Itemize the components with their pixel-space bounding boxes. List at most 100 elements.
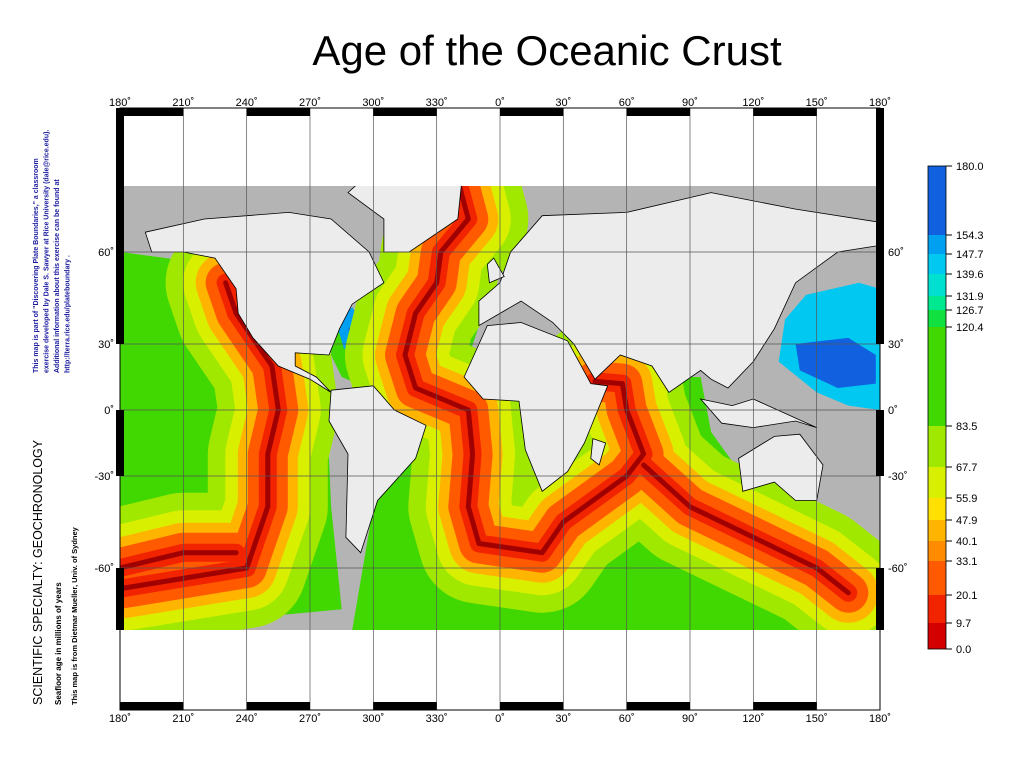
source: This map is from Dietmar Mueller, Univ. … — [70, 526, 79, 705]
landmass — [347, 186, 462, 253]
credit-line: http://terra.rice.edu/plateboundary . — [65, 255, 72, 373]
credit-line: exercise developed by Dale S. Sawyer at … — [44, 130, 51, 373]
frame-bar — [500, 702, 564, 710]
colorbar-segment — [928, 296, 946, 310]
latitude-label: 30˚ — [98, 339, 114, 351]
colorbar-segment — [928, 327, 946, 426]
frame-bar — [753, 108, 817, 116]
frame-bar — [116, 410, 124, 476]
latitude-label: -60˚ — [94, 563, 114, 575]
colorbar-segment — [928, 166, 946, 235]
title: Age of the Oceanic Crust — [312, 27, 782, 74]
longitude-label: 60˚ — [619, 97, 635, 109]
colorbar-label: 180.0 — [956, 161, 984, 173]
colorbar-label: 120.4 — [956, 322, 984, 334]
specialty: SCIENTIFIC SPECIALTY: GEOCHRONOLOGY — [31, 439, 45, 705]
colorbar-label: 83.5 — [956, 421, 977, 433]
colorbar-segment — [928, 274, 946, 296]
longitude-label: 330˚ — [426, 713, 448, 725]
frame-bar — [116, 568, 124, 630]
credit-line: Additional information about this exerci… — [54, 179, 61, 373]
longitude-label: 150˚ — [806, 97, 828, 109]
frame-bar — [876, 410, 884, 476]
longitude-label: 30˚ — [555, 713, 571, 725]
colorbar-segment — [928, 561, 946, 595]
longitude-label: 150˚ — [806, 713, 828, 725]
colorbar-label: 154.3 — [956, 230, 984, 242]
longitude-label: 0˚ — [495, 97, 505, 109]
colorbar-segment — [928, 541, 946, 561]
longitude-label: 120˚ — [742, 97, 764, 109]
colorbar-label: 131.9 — [956, 291, 984, 303]
landmass — [144, 211, 385, 393]
latitude-label: 60˚ — [888, 247, 904, 259]
longitude-label: 120˚ — [742, 713, 764, 725]
colorbar-label: 147.7 — [956, 249, 984, 261]
age-region — [795, 337, 876, 388]
frame-bar — [626, 702, 690, 710]
colorbar-label: 9.7 — [956, 618, 971, 630]
colorbar-label: 40.1 — [956, 536, 977, 548]
frame-bar — [876, 568, 884, 630]
longitude-label: 0˚ — [495, 713, 505, 725]
colorbar-segment — [928, 467, 946, 498]
latitude-label: 0˚ — [104, 405, 114, 417]
colorbar-segment — [928, 426, 946, 467]
ridge-band — [120, 280, 281, 592]
frame-bar — [876, 108, 884, 252]
colorbar-label: 126.7 — [956, 305, 984, 317]
latitude-label: 0˚ — [888, 405, 898, 417]
longitude-label: 90˚ — [682, 713, 698, 725]
longitude-label: 330˚ — [426, 97, 448, 109]
longitude-label: 210˚ — [172, 713, 194, 725]
landmass — [478, 192, 880, 393]
latitude-label: -60˚ — [888, 563, 908, 575]
colorbar-segment — [928, 235, 946, 254]
colorbar-label: 139.6 — [956, 269, 984, 281]
side-text: SCIENTIFIC SPECIALTY: GEOCHRONOLOGY Seafl… — [31, 130, 79, 705]
colorbar-label: 47.9 — [956, 515, 977, 527]
latitude-label: -30˚ — [94, 471, 114, 483]
colorbar-label: 20.1 — [956, 590, 977, 602]
colorbar-segment — [928, 498, 946, 520]
frame-bar — [116, 252, 124, 344]
frame-bar — [120, 702, 184, 710]
colorbar-segment — [928, 310, 946, 327]
frame-bar — [626, 108, 690, 116]
ridge-band — [402, 186, 647, 556]
latitude-label: 60˚ — [98, 247, 114, 259]
colorbar-segment — [928, 623, 946, 649]
landmass — [328, 385, 427, 554]
longitude-label: 270˚ — [299, 713, 321, 725]
frame-bar — [753, 702, 817, 710]
landmass — [699, 398, 817, 429]
longitude-label: 210˚ — [172, 97, 194, 109]
frame-bar — [246, 702, 310, 710]
longitude-label: 60˚ — [619, 713, 635, 725]
colorbar-label: 0.0 — [956, 644, 971, 656]
frame-bar — [500, 108, 564, 116]
frame-bar — [373, 108, 437, 116]
frame-bar — [246, 108, 310, 116]
frame-bar — [120, 108, 184, 116]
longitude-label: 90˚ — [682, 97, 698, 109]
longitude-label: 300˚ — [362, 713, 384, 725]
credit-line: This map is part of "Discovering Plate B… — [33, 158, 40, 373]
colorbar-label: 33.1 — [956, 556, 977, 568]
longitude-label: 180˚ — [869, 713, 891, 725]
colorbar-frame — [927, 165, 947, 650]
colorbar-label: 55.9 — [956, 493, 977, 505]
frame-bar — [373, 702, 437, 710]
longitude-label: 270˚ — [299, 97, 321, 109]
colorbar-segment — [928, 254, 946, 274]
longitude-label: 300˚ — [362, 97, 384, 109]
colorbar-segment — [928, 520, 946, 541]
longitude-label: 180˚ — [109, 97, 131, 109]
longitude-label: 30˚ — [555, 97, 571, 109]
latitude-label: 30˚ — [888, 339, 904, 351]
colorbar-label: 67.7 — [956, 462, 977, 474]
caption: Seafloor age in millions of years — [54, 582, 63, 705]
frame-bar — [116, 108, 124, 252]
colorbar-segment — [928, 595, 946, 623]
